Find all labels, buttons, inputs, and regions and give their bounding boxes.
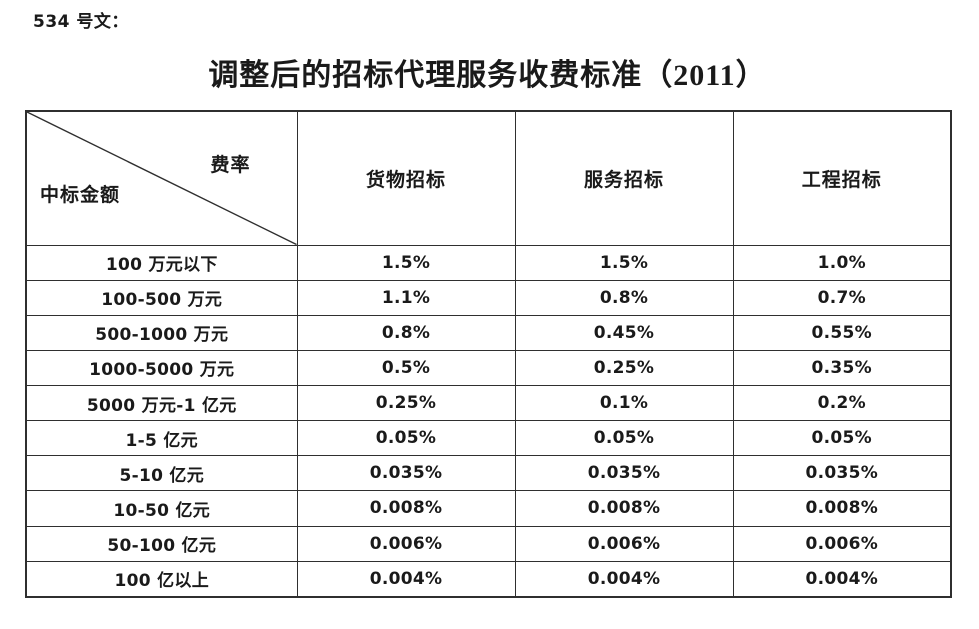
rate-cell: 0.7%	[732, 279, 952, 316]
diagonal-divider-line	[27, 112, 297, 245]
column-header-goods: 货物招标	[296, 110, 516, 246]
table-row: 50-100 亿元 0.006% 0.006% 0.006%	[25, 525, 952, 562]
row-label: 100 亿以上	[25, 560, 298, 598]
rate-cell: 1.1%	[296, 279, 516, 316]
header-row: 费率 中标金额 货物招标 服务招标 工程招标	[25, 110, 952, 246]
page-title: 调整后的招标代理服务收费标准（2011）	[208, 59, 767, 92]
corner-label-rate: 费率	[210, 155, 251, 176]
rate-cell: 0.1%	[514, 384, 734, 422]
corner-label-bid-amount: 中标金额	[40, 185, 121, 206]
table-row: 5-10 亿元 0.035% 0.035% 0.035%	[25, 455, 952, 492]
rate-cell: 0.55%	[732, 314, 952, 351]
rate-cell: 0.006%	[296, 525, 516, 562]
corner-header-cell: 费率 中标金额	[25, 110, 298, 246]
row-label: 5-10 亿元	[25, 455, 298, 492]
row-label: 100 万元以下	[25, 244, 298, 281]
rate-cell: 0.05%	[296, 420, 516, 457]
rate-cell: 0.008%	[732, 490, 952, 527]
table-row: 500-1000 万元 0.8% 0.45% 0.55%	[25, 314, 952, 351]
row-label: 1000-5000 万元	[25, 349, 298, 387]
rate-cell: 0.05%	[732, 420, 952, 457]
rate-cell: 0.004%	[732, 560, 952, 598]
table-row: 1-5 亿元 0.05% 0.05% 0.05%	[25, 420, 952, 457]
table-row: 1000-5000 万元 0.5% 0.25% 0.35%	[25, 349, 952, 387]
rate-cell: 0.8%	[514, 279, 734, 316]
table-row: 100 万元以下 1.5% 1.5% 1.0%	[25, 244, 952, 281]
rate-cell: 0.006%	[732, 525, 952, 562]
rate-cell: 0.035%	[514, 455, 734, 492]
rate-cell: 0.004%	[296, 560, 516, 598]
rate-cell: 0.035%	[732, 455, 952, 492]
table-row: 100-500 万元 1.1% 0.8% 0.7%	[25, 279, 952, 316]
rate-cell: 0.45%	[514, 314, 734, 351]
rate-cell: 0.8%	[296, 314, 516, 351]
table-row: 10-50 亿元 0.008% 0.008% 0.008%	[25, 490, 952, 527]
row-label: 100-500 万元	[25, 279, 298, 316]
table-row: 100 亿以上 0.004% 0.004% 0.004%	[25, 560, 952, 598]
rate-cell: 0.2%	[732, 384, 952, 422]
rate-cell: 0.035%	[296, 455, 516, 492]
row-label: 5000 万元-1 亿元	[25, 384, 298, 422]
rate-cell: 1.5%	[296, 244, 516, 281]
rate-cell: 0.006%	[514, 525, 734, 562]
rate-cell: 1.5%	[514, 244, 734, 281]
column-header-engineering: 工程招标	[732, 110, 952, 246]
doc-ref-label: 534 号文：	[33, 12, 129, 32]
rate-cell: 0.05%	[514, 420, 734, 457]
rate-cell: 0.008%	[514, 490, 734, 527]
row-label: 1-5 亿元	[25, 420, 298, 457]
row-label: 50-100 亿元	[25, 525, 298, 562]
row-label: 10-50 亿元	[25, 490, 298, 527]
rate-cell: 0.25%	[296, 384, 516, 422]
table-row: 5000 万元-1 亿元 0.25% 0.1% 0.2%	[25, 384, 952, 422]
rate-cell: 0.35%	[732, 349, 952, 387]
rate-cell: 0.5%	[296, 349, 516, 387]
rate-cell: 0.008%	[296, 490, 516, 527]
rate-cell: 0.25%	[514, 349, 734, 387]
row-label: 500-1000 万元	[25, 314, 298, 351]
rate-cell: 0.004%	[514, 560, 734, 598]
fee-rate-table: 费率 中标金额 货物招标 服务招标 工程招标 100 万元以下 1.5% 1.5…	[25, 110, 952, 598]
rate-cell: 1.0%	[732, 244, 952, 281]
column-header-services: 服务招标	[514, 110, 734, 246]
